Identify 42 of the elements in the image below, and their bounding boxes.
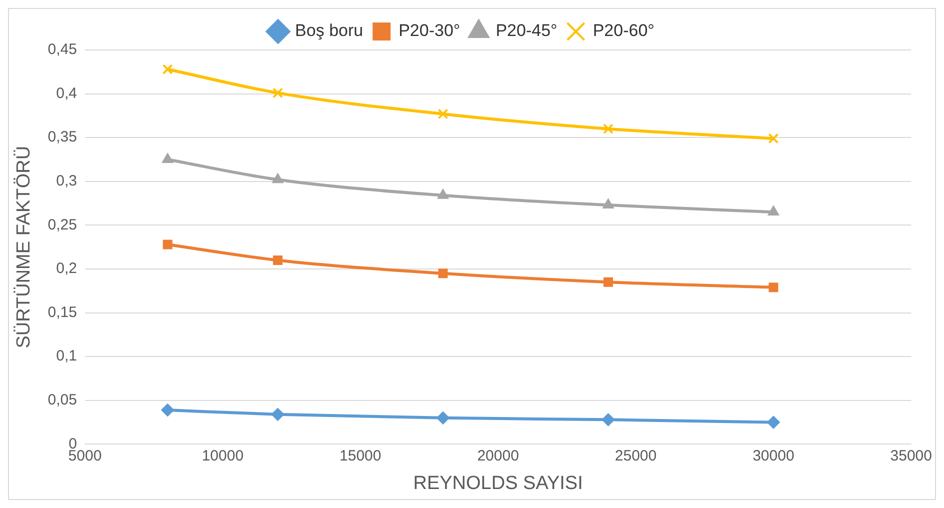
legend-label: Boş boru [295,21,364,40]
point [766,416,780,429]
point [603,277,613,287]
legend-label: P20-60° [592,21,654,40]
point [162,64,173,75]
point [768,282,778,292]
y-tick-label: 0,1 [56,348,77,365]
point [273,256,283,265]
y-tick-label: 0,15 [48,304,77,321]
legend-label: P20-30° [398,21,460,40]
point [437,188,449,199]
y-tick-label: 0,4 [56,84,77,102]
point [602,124,614,134]
point [602,413,615,426]
point [438,108,448,120]
x-tick-label: 10000 [202,447,244,464]
y-tick-label: 0,05 [48,392,77,409]
y-tick-label: 0,2 [56,260,77,278]
y-tick-label: 0,25 [48,216,77,234]
point [271,408,284,421]
y-tick-label: 0,45 [48,41,77,58]
legend-label: P20-45° [496,21,558,40]
point [162,153,174,163]
x-tick-label: 30000 [752,447,794,464]
y-tick-label: 0,3 [56,172,77,190]
point [602,198,614,209]
x-tick-label: 5000 [68,447,102,464]
x-axis-title: REYNOLDS SAYISI [413,472,583,494]
point [768,206,780,216]
point [161,404,174,417]
point [436,411,450,424]
x-tick-label: 25000 [614,447,657,464]
x-tick-label: 15000 [340,447,382,464]
point [438,268,448,278]
point [768,133,779,144]
x-tick-label: 20000 [477,447,519,464]
y-tick-label: 0,35 [48,128,77,146]
point [162,240,172,250]
point [272,173,284,184]
point [272,88,284,98]
y-axis-title: SÜRTÜNME FAKTÖRÜ [14,146,35,348]
x-tick-label: 35000 [890,447,932,464]
